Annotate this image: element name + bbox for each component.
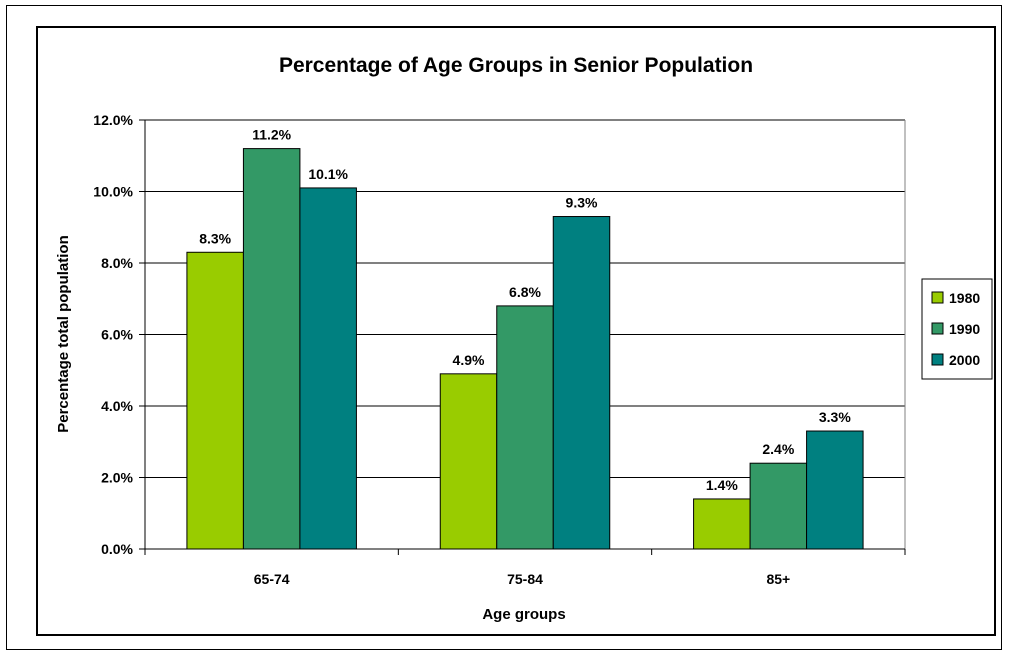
legend: 1980 1990 2000	[921, 278, 993, 380]
data-labels: 8.3% 11.2% 10.1% 4.9% 6.8% 9.3% 1.4% 2.4% 3.3%	[199, 127, 851, 493]
data-label: 9.3%	[566, 195, 598, 211]
data-label: 4.9%	[453, 352, 485, 368]
y-axis-label: Percentage total population	[55, 235, 72, 433]
data-label: 2.4%	[762, 441, 794, 457]
bar	[552, 216, 611, 550]
data-label: 3.3%	[819, 409, 851, 425]
data-label: 6.8%	[509, 284, 541, 300]
y-tick-label: 10.0%	[93, 184, 133, 200]
bar	[749, 462, 808, 550]
y-tick-label: 0.0%	[101, 541, 133, 557]
bar	[693, 498, 751, 550]
y-tick-label: 6.0%	[101, 327, 133, 343]
y-axis-ticks: 0.0% 2.0% 4.0% 6.0% 8.0% 10.0% 12.0%	[93, 112, 145, 557]
bar	[299, 187, 357, 550]
x-tick-label: 75-84	[507, 571, 543, 587]
legend-swatch	[931, 322, 944, 335]
legend-swatch	[931, 353, 944, 366]
x-tick-label: 85+	[766, 571, 790, 587]
x-axis-ticks: 65-74 75-84 85+	[144, 549, 906, 587]
bar	[186, 251, 244, 550]
y-tick-label: 2.0%	[101, 470, 133, 486]
y-tick-label: 4.0%	[101, 398, 133, 414]
data-label: 1.4%	[706, 477, 738, 493]
legend-label: 2000	[949, 352, 980, 368]
y-tick-label: 12.0%	[93, 112, 133, 128]
legend-label: 1990	[949, 321, 980, 337]
data-label: 8.3%	[199, 230, 231, 246]
x-tick-label: 65-74	[254, 571, 290, 587]
data-label: 10.1%	[308, 166, 348, 182]
bar	[496, 305, 554, 550]
bar	[806, 430, 864, 550]
data-label: 11.2%	[252, 127, 291, 143]
outer-frame	[6, 5, 1002, 650]
legend-label: 1980	[949, 290, 980, 306]
y-tick-label: 8.0%	[101, 255, 133, 271]
chart-title: Percentage of Age Groups in Senior Popul…	[279, 54, 753, 77]
legend-swatch	[931, 291, 944, 304]
x-axis-label: Age groups	[482, 606, 565, 623]
bar	[242, 148, 301, 550]
bars	[186, 148, 864, 550]
bar	[439, 373, 498, 550]
